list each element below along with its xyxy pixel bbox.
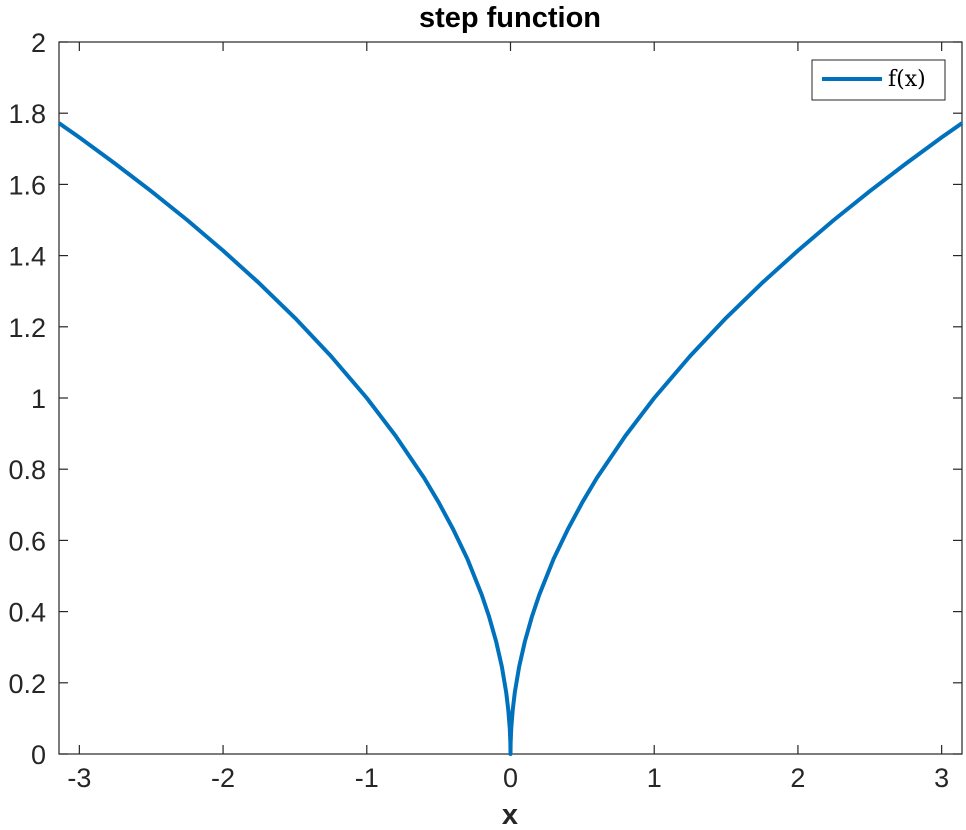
x-axis-label: x	[502, 799, 518, 830]
x-tick-label: -1	[355, 763, 379, 793]
x-tick-label: 0	[503, 763, 518, 793]
y-tick-label: 0.6	[8, 526, 46, 556]
legend: f(x)	[811, 59, 946, 101]
x-tick-label: -3	[67, 763, 91, 793]
y-tick-label: 0	[31, 740, 46, 770]
x-tick-label: 2	[790, 763, 805, 793]
y-tick-label: 1.4	[8, 242, 46, 272]
plot-area: -3 -2 -1 0 1 2 3 0 0.2 0.4 0.6 0.8 1 1.2 1.4 1.6 1.8 2	[8, 28, 964, 793]
axes-box	[58, 41, 963, 755]
x-tick-label: 1	[647, 763, 662, 793]
x-axis-ticks: -3 -2 -1 0 1 2 3	[67, 42, 949, 793]
y-tick-label: 2	[31, 28, 46, 58]
y-axis-ticks: 0 0.2 0.4 0.6 0.8 1 1.2 1.4 1.6 1.8 2	[8, 28, 962, 770]
y-tick-label: 1	[31, 384, 46, 414]
x-tick-label: -2	[211, 763, 235, 793]
legend-label-f-x: f(x)	[888, 67, 926, 92]
y-tick-label: 0.8	[8, 455, 46, 485]
chart-title: step function	[419, 2, 601, 34]
y-tick-label: 1.2	[8, 313, 46, 343]
x-tick-label: 3	[934, 763, 949, 793]
y-tick-label: 1.6	[8, 170, 46, 200]
series-layer	[57, 121, 964, 756]
y-tick-label: 0.4	[8, 598, 46, 628]
y-tick-label: 1.8	[8, 99, 46, 129]
series-line-f-x	[57, 121, 964, 756]
y-tick-label: 0.2	[8, 669, 46, 699]
